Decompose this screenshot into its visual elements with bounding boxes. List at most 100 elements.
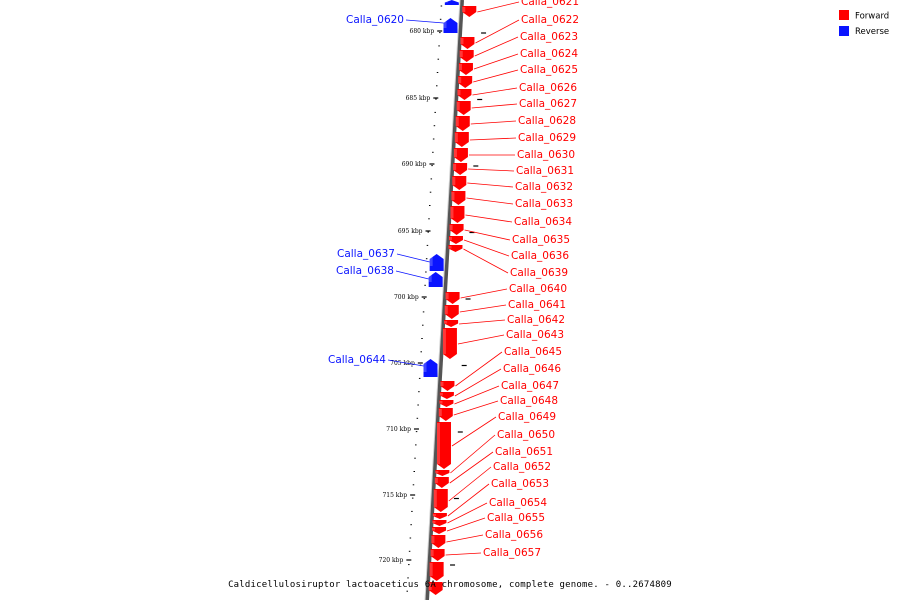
forward-gene-block [440,381,455,391]
gene-label: Calla_0641 [508,299,566,311]
label-leader-line [472,87,518,96]
forward-gene-block [430,549,445,561]
tick-label: 715 kbp [382,492,407,499]
gene-label: Calla_0627 [519,98,577,110]
label-leader-line [473,69,519,83]
gene-label: Calla_0645 [504,346,562,358]
gene-label: Calla_0648 [500,395,558,407]
forward-gene-block [462,6,477,17]
forward-gene-block [432,520,447,526]
label-leader-line [450,434,496,474]
label-leader-line [460,288,508,299]
gene-label: Calla_0635 [512,234,570,246]
forward-gene-block [431,535,446,548]
legend-label-reverse: Reverse [855,27,889,37]
label-leader-line [449,451,494,484]
forward-gene-block [433,489,448,512]
label-leader-line [471,103,518,109]
label-leader-line [446,517,486,532]
forward-gene-block [458,76,473,88]
gene-label: Calla_0636 [511,250,569,262]
forward-gene-block [432,527,447,534]
tick-label: 700 kbp [394,294,419,301]
label-leader-line [469,137,517,141]
reverse-gene-block [429,254,444,271]
forward-gene-block [429,562,444,581]
forward-gene-block [434,477,449,488]
tick-label: 695 kbp [398,228,423,235]
label-leader-line [464,229,511,241]
forward-gene-block [439,392,454,399]
label-leader-line [468,168,515,172]
gene-label: Calla_0646 [503,363,561,375]
label-leader-line [459,304,507,313]
gene-label: Calla_0625 [520,64,578,76]
label-leader-line [447,502,488,524]
forward-gene-block [457,89,472,100]
tick-label: 680 kbp [410,28,435,35]
gene-label: Calla_0654 [489,497,547,509]
tick-label: 710 kbp [386,426,411,433]
gene-label: Calla_0642 [507,314,565,326]
gene-label: Calla_0634 [514,216,572,228]
label-leader-line [454,368,502,397]
gene-label: Calla_0620 [346,14,404,26]
forward-gene-block [439,400,454,407]
gene-label: Calla_0628 [518,115,576,127]
forward-gene-block [450,206,465,223]
forward-gene-block [445,292,460,304]
forward-gene-block [448,245,463,252]
gene-label: Calla_0629 [518,132,576,144]
label-leader-line [465,214,513,223]
label-leader-line [445,552,482,556]
forward-gene-block [454,132,469,147]
forward-gene-block [456,101,471,115]
forward-gene-block [442,328,457,359]
forward-gene-block [448,236,463,244]
forward-gene-block [449,224,464,235]
forward-gene-block [435,470,450,476]
label-leader-line [405,19,444,24]
label-leader-line [448,466,492,502]
forward-gene-block [451,191,466,205]
gene-label: Calla_0624 [520,48,578,60]
forward-gene-block [460,37,475,49]
gene-labels: Calla_0621 Calla_0622 Calla_0623 Calla_0624… [328,0,579,559]
label-leader-line [466,197,514,205]
legend-label-forward: Forward [855,12,889,22]
reverse-gene-block [444,0,459,5]
legend-swatch-forward [839,10,849,20]
label-leader-line [387,359,424,367]
reverse-gene-block [423,359,438,377]
label-leader-line [447,483,490,517]
label-leader-line [477,1,520,13]
forward-gene-block [428,582,443,595]
tick-label: 685 kbp [406,95,431,102]
forward-gene-block [452,176,467,190]
label-leader-line [474,36,519,57]
label-leader-line [467,182,514,188]
forward-gene-block [444,320,459,327]
gene-label: Calla_0653 [491,478,549,490]
gene-label: Calla_0652 [493,461,551,473]
gene-label: Calla_0644 [328,354,386,366]
gene-label: Calla_0637 [337,248,395,260]
label-leader-line [475,19,520,44]
label-leader-line [395,270,429,280]
label-leader-line [454,385,500,405]
legend: Forward Reverse [839,10,889,37]
gene-label: Calla_0647 [501,380,559,392]
label-leader-line [463,248,509,274]
gene-label: Calla_0640 [509,283,567,295]
gene-label: Calla_0633 [515,198,573,210]
tick-label: 690 kbp [402,161,427,168]
label-leader-line [455,351,503,387]
gene-label: Calla_0638 [336,265,394,277]
gene-label: Calla_0651 [495,446,553,458]
forward-gene-block [432,513,447,519]
reverse-gene-block [443,18,458,33]
gene-label: Calla_0650 [497,429,555,441]
forward-gene-block [453,163,468,175]
map-caption: Caldicellulosiruptor lactoaceticus 6A ch… [228,580,672,590]
